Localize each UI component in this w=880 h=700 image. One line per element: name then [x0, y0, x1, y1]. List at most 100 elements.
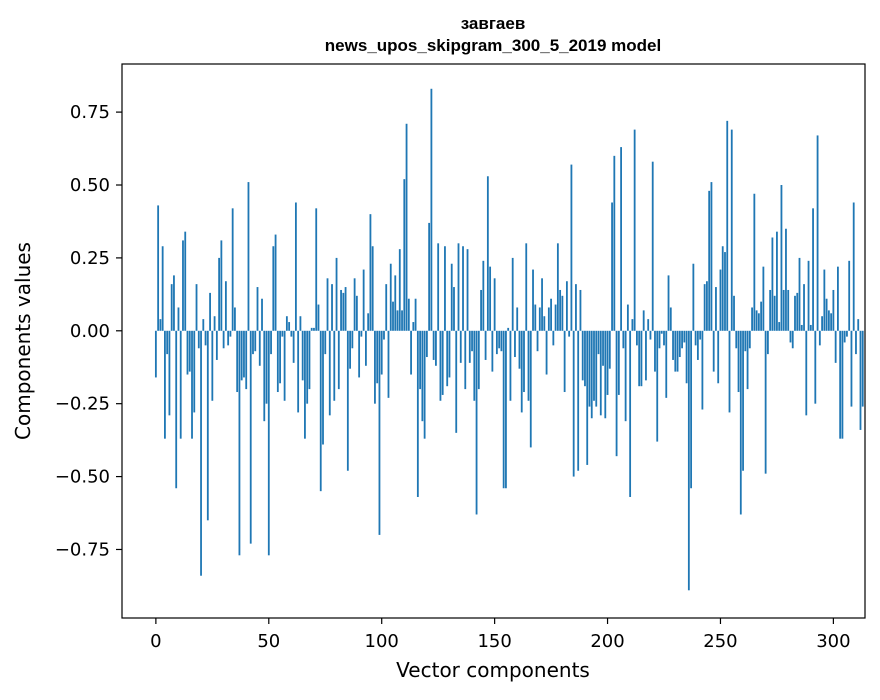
- bar: [299, 316, 302, 331]
- bar: [396, 310, 399, 331]
- x-axis-label: Vector components: [396, 658, 590, 682]
- x-tick-label: 250: [703, 631, 737, 652]
- y-tick-label: 0.25: [70, 248, 110, 269]
- bar: [249, 330, 252, 544]
- bar: [701, 330, 704, 410]
- bar: [439, 330, 442, 401]
- bar: [699, 330, 702, 340]
- bar: [550, 298, 552, 331]
- bar: [626, 304, 629, 331]
- bar: [611, 202, 613, 331]
- bar: [638, 330, 641, 387]
- x-axis: 0 50 100 150 200 250 300: [150, 618, 851, 652]
- bar: [360, 330, 363, 337]
- bar: [708, 190, 711, 331]
- bar: [315, 208, 318, 331]
- bar: [430, 88, 433, 331]
- bar: [376, 330, 379, 384]
- bar: [757, 313, 760, 331]
- y-tick-label: 0.50: [70, 175, 110, 196]
- bar: [346, 330, 349, 471]
- bar: [195, 284, 198, 331]
- bar: [416, 330, 419, 497]
- bar: [787, 289, 790, 331]
- bar: [730, 129, 733, 331]
- bar: [839, 330, 842, 439]
- bar: [672, 330, 674, 360]
- bar: [694, 330, 697, 346]
- bar: [536, 330, 539, 352]
- bar: [746, 330, 749, 390]
- bar: [588, 330, 591, 407]
- bar: [392, 301, 394, 331]
- bar: [651, 161, 654, 331]
- bar: [412, 322, 415, 331]
- bar: [206, 330, 209, 521]
- bar: [620, 147, 622, 331]
- bar: [687, 330, 690, 591]
- bar: [337, 330, 340, 390]
- bar: [791, 330, 794, 349]
- bar: [313, 327, 315, 331]
- bar: [586, 330, 589, 465]
- bar: [721, 246, 724, 331]
- bar: [726, 120, 729, 331]
- bar: [304, 330, 306, 439]
- bar: [310, 327, 313, 331]
- bar: [209, 292, 211, 331]
- bar: [766, 330, 769, 355]
- bar: [365, 330, 367, 366]
- bar: [552, 330, 555, 346]
- bar: [742, 330, 744, 471]
- bar: [425, 330, 428, 358]
- bar: [825, 298, 828, 331]
- bar: [654, 330, 656, 372]
- bar: [529, 330, 532, 448]
- bar: [403, 179, 406, 331]
- bar: [193, 330, 196, 413]
- bar: [855, 330, 857, 355]
- bar: [852, 202, 855, 331]
- bar: [832, 289, 835, 331]
- bar: [525, 243, 528, 331]
- bar: [642, 310, 645, 331]
- bar: [342, 292, 345, 331]
- bar: [331, 284, 333, 331]
- bar: [254, 330, 257, 352]
- bar: [222, 330, 225, 349]
- bar: [830, 313, 833, 331]
- bar: [545, 330, 548, 375]
- bar: [572, 330, 575, 477]
- bar: [444, 246, 446, 331]
- bar: [407, 298, 410, 331]
- bar: [827, 310, 830, 331]
- bar: [475, 330, 478, 515]
- bar: [410, 330, 412, 375]
- bar: [595, 330, 598, 407]
- bar: [401, 310, 403, 331]
- bar: [306, 330, 309, 404]
- bar: [157, 205, 160, 331]
- chart-subtitle: news_upos_skipgram_300_5_2019 model: [325, 36, 661, 55]
- bar: [565, 281, 568, 331]
- bar: [532, 269, 534, 331]
- bar: [676, 330, 679, 372]
- bar: [292, 330, 295, 363]
- bar: [184, 231, 187, 331]
- bar: [579, 289, 582, 331]
- bar: [812, 208, 814, 331]
- bar: [505, 330, 507, 489]
- bar: [597, 330, 600, 355]
- bar: [234, 307, 236, 331]
- bar: [608, 330, 611, 369]
- bar: [780, 185, 783, 331]
- bar: [161, 246, 164, 331]
- x-tick-label: 300: [816, 631, 850, 652]
- bar: [351, 330, 354, 349]
- bar: [715, 287, 717, 331]
- bar: [261, 298, 263, 331]
- bar: [480, 289, 482, 331]
- bar: [771, 237, 774, 331]
- bar: [272, 246, 275, 331]
- x-tick-label: 0: [150, 631, 161, 652]
